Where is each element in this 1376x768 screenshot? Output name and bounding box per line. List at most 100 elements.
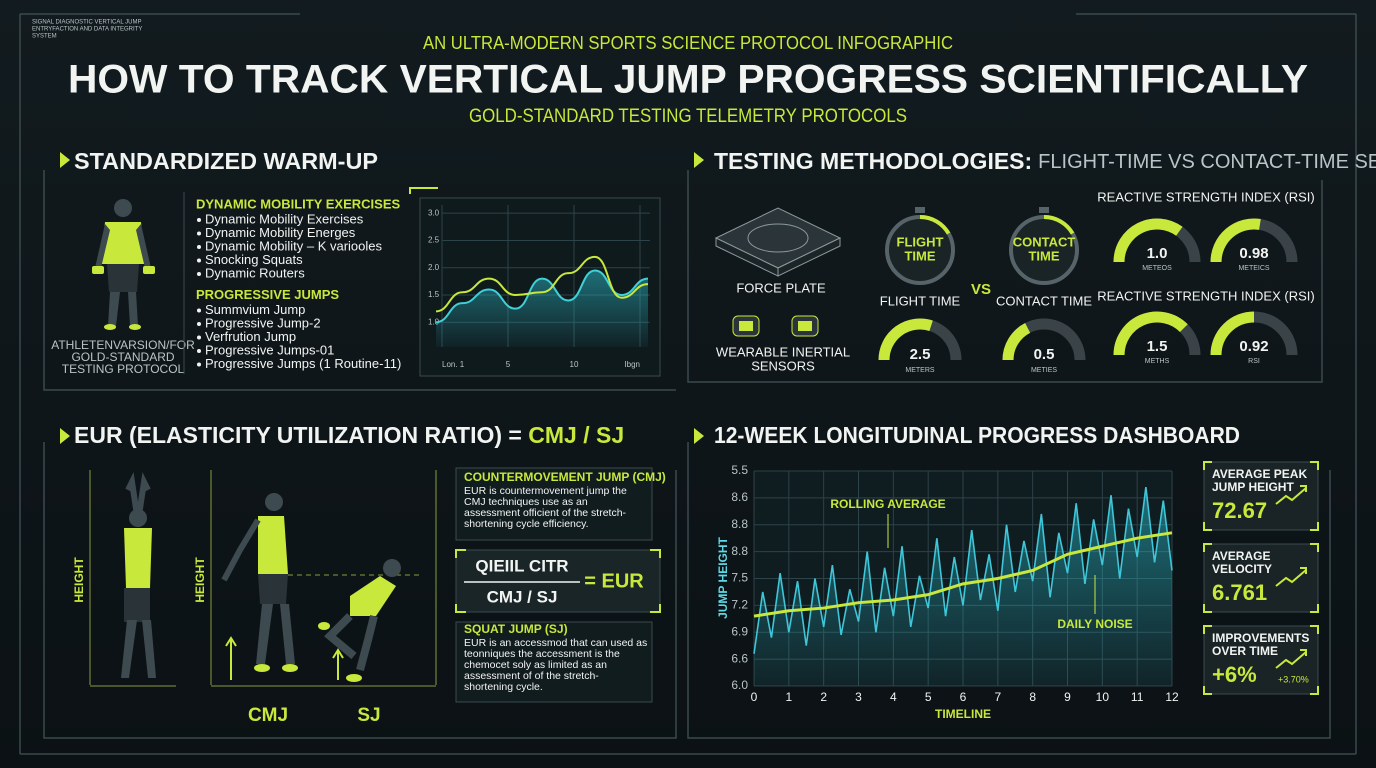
eur-axes bbox=[89, 470, 437, 687]
card-label: IMPROVEMENTS bbox=[1212, 631, 1309, 645]
formula-top: QIEIIL CITR bbox=[475, 556, 568, 575]
list-heading: DYNAMIC MOBILITY EXERCISES bbox=[196, 196, 401, 211]
x-tick-label: 11 bbox=[1131, 690, 1144, 704]
list-item: Progressive Jumps (1 Routine-11) bbox=[205, 356, 401, 371]
axis-label: HEIGHT bbox=[193, 557, 207, 603]
stopwatch-label: FLIGHT bbox=[897, 234, 944, 249]
stopwatch-ring bbox=[1043, 215, 1075, 235]
list-item: Dynamic Routers bbox=[205, 265, 305, 280]
caption: ATHLETENVARSION/FOR bbox=[51, 338, 195, 352]
gauge-fill bbox=[1113, 311, 1188, 356]
vs: VS bbox=[971, 281, 991, 298]
gauge-fill bbox=[1002, 323, 1031, 361]
main-title: HOW TO TRACK VERTICAL JUMP PROGRESS SCIE… bbox=[68, 58, 1308, 102]
wearable-icons bbox=[732, 315, 819, 337]
gauge-fill bbox=[1113, 218, 1183, 263]
corner-note: SYSTEM bbox=[32, 34, 57, 40]
trend-arrow bbox=[1275, 567, 1307, 587]
card-value: 6.761 bbox=[1212, 580, 1267, 605]
y-tick-label: 6.9 bbox=[731, 624, 748, 638]
card-extra: +3.70% bbox=[1278, 674, 1309, 684]
gauge-title: FLIGHT TIME bbox=[880, 293, 961, 308]
box-line: shortening cycle efficiency. bbox=[464, 518, 589, 530]
card-label: AVERAGE PEAK bbox=[1212, 467, 1307, 481]
stopwatch-crown bbox=[915, 207, 925, 213]
bullet bbox=[197, 258, 201, 263]
force-plate bbox=[714, 207, 842, 277]
box-line: EUR is countermovement jump the bbox=[464, 485, 627, 497]
text-box bbox=[455, 467, 653, 541]
y-tick-label: 6.0 bbox=[731, 678, 748, 692]
y-tick-label: 1.5 bbox=[428, 290, 440, 299]
athlete-figure bbox=[92, 199, 155, 330]
gauge-unit: RSI bbox=[1248, 358, 1260, 365]
card-label: AVERAGE bbox=[1212, 549, 1270, 563]
stat-card bbox=[1203, 625, 1319, 695]
panel-title: TESTING METHODOLOGIES: FLIGHT-TIME VS CON… bbox=[714, 148, 1376, 174]
outer-frame bbox=[19, 13, 1357, 755]
area bbox=[754, 487, 1172, 686]
title-highlight: CMJ / SJ bbox=[528, 422, 624, 448]
x-tick-label: 5 bbox=[925, 690, 932, 704]
gauge-value: 0.92 bbox=[1239, 338, 1268, 355]
stopwatch-label: TIME bbox=[1028, 248, 1059, 263]
list-item: Snocking Squats bbox=[205, 252, 303, 267]
list-item: Progressive Jumps-01 bbox=[205, 342, 334, 357]
card-bracket bbox=[1203, 543, 1319, 613]
x-tick-label: 10 bbox=[570, 360, 579, 369]
bullet bbox=[197, 218, 201, 222]
bracket bbox=[409, 187, 438, 194]
cmj-label: CMJ bbox=[248, 705, 288, 726]
box-line: shortening cycle. bbox=[464, 681, 543, 693]
corner-note: ENTRYFACTION AND DATA INTEGRITY bbox=[32, 27, 142, 33]
card-label: OVER TIME bbox=[1212, 644, 1278, 658]
line bbox=[753, 531, 1173, 618]
gauge-value: 1.5 bbox=[1147, 338, 1168, 355]
card-label: VELOCITY bbox=[1212, 562, 1272, 576]
y-axis-label: JUMP HEIGHT bbox=[716, 536, 730, 618]
list-item: Dynamic Mobility Exercises bbox=[205, 211, 364, 226]
x-tick-label: 1 bbox=[785, 690, 792, 704]
list-item: Progressive Jump-2 bbox=[205, 315, 321, 330]
x-tick-label: 3 bbox=[855, 690, 862, 704]
bullet bbox=[197, 362, 201, 367]
text-box bbox=[455, 621, 653, 703]
y-tick-label: 1.0 bbox=[428, 317, 440, 326]
gauge-value: 1.0 bbox=[1147, 245, 1168, 262]
bullet bbox=[197, 231, 201, 236]
formula-box bbox=[455, 549, 661, 613]
trend-arrow bbox=[1275, 485, 1307, 505]
gauge-unit: METEOS bbox=[1142, 265, 1172, 272]
gauge-title: CONTACT TIME bbox=[996, 293, 1092, 308]
list-item: Dynamic Mobility – K variooles bbox=[205, 238, 383, 253]
corner-note: SIGNAL DIAGNOSTIC VERTICAL JUMP bbox=[32, 20, 141, 26]
y-tick-label: 7.5 bbox=[731, 571, 748, 585]
bracket bbox=[455, 549, 661, 613]
y-tick-label: 8.8 bbox=[731, 517, 748, 531]
title-main: EUR (ELASTICITY UTILIZATION RATIO) = bbox=[74, 422, 528, 448]
card-value: 72.67 bbox=[1212, 498, 1267, 523]
label: FORCE PLATE bbox=[736, 280, 826, 295]
box-line: assessment officient of the stretch- bbox=[464, 507, 627, 519]
gauge-unit: METIES bbox=[1031, 367, 1057, 374]
x-tick-label: 0 bbox=[751, 690, 758, 704]
rsi-heading: REACTIVE STRENGTH INDEX (RSI) bbox=[1097, 288, 1314, 303]
gauge-unit: METERS bbox=[905, 367, 935, 374]
label: SENSORS bbox=[751, 358, 815, 373]
x-tick-label: 5 bbox=[506, 360, 511, 369]
stat-card bbox=[1203, 543, 1319, 613]
card-label: JUMP HEIGHT bbox=[1212, 480, 1294, 494]
caption: TESTING PROTOCOL bbox=[62, 362, 185, 376]
bullet bbox=[197, 308, 201, 313]
stopwatch-label: TIME bbox=[904, 248, 935, 263]
trend-arrow bbox=[1275, 649, 1307, 669]
kicker: AN ULTRA-MODERN SPORTS SCIENCE PROTOCOL … bbox=[423, 33, 953, 53]
formula-result: = EUR bbox=[584, 570, 644, 592]
gauge-value: 2.5 bbox=[910, 346, 931, 363]
x-tick-label: 8 bbox=[1029, 690, 1036, 704]
y-tick-label: 5.5 bbox=[731, 463, 748, 477]
box-line: CMJ techniques use as an bbox=[464, 496, 588, 508]
x-tick-label: Ibgn bbox=[624, 360, 640, 369]
gauge-value: 0.98 bbox=[1239, 245, 1268, 262]
